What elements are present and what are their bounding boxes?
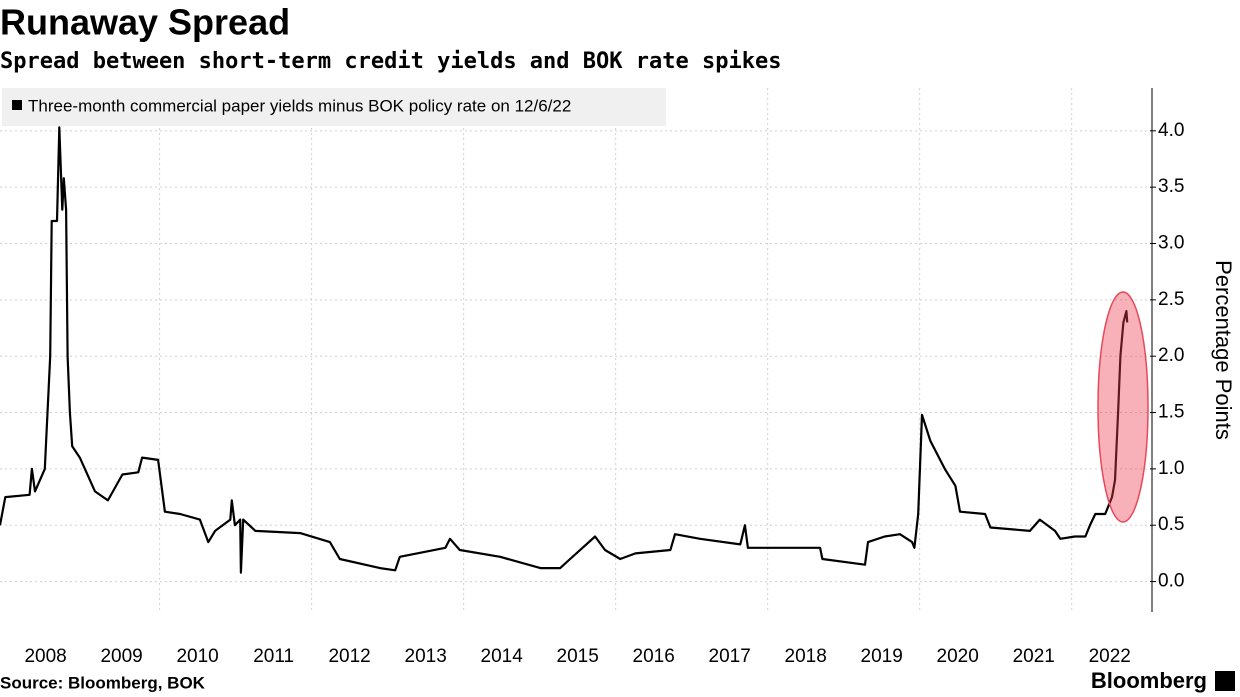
- y-tick-label: 2.0: [1158, 345, 1184, 366]
- x-tick-label: 2009: [100, 646, 142, 667]
- brand-icon: [1215, 671, 1235, 691]
- x-tick-label: 2021: [1013, 646, 1055, 667]
- y-tick-label: 3.5: [1158, 176, 1184, 197]
- x-tick-label: 2018: [785, 646, 827, 667]
- brand: Bloomberg: [1091, 668, 1207, 693]
- y-tick-label: 2.5: [1158, 289, 1184, 310]
- source: Source: Bloomberg, BOK: [0, 673, 206, 692]
- x-tick-label: 2015: [557, 646, 599, 667]
- x-tick-label: 2014: [481, 646, 524, 667]
- x-tick-label: 2012: [328, 646, 370, 667]
- legend-label: Three-month commercial paper yields minu…: [28, 96, 571, 115]
- x-tick-label: 2017: [709, 646, 751, 667]
- data-line: [0, 126, 1129, 574]
- x-tick-label: 2008: [24, 646, 66, 667]
- y-tick-label: 3.0: [1158, 233, 1184, 254]
- x-tick-label: 2022: [1089, 646, 1131, 667]
- highlight-ellipse: [1097, 291, 1149, 523]
- x-tick-label: 2019: [861, 646, 903, 667]
- x-tick-label: 2020: [937, 646, 979, 667]
- y-tick-label: 0.0: [1158, 571, 1184, 592]
- x-tick-label: 2011: [253, 646, 294, 667]
- y-tick-label: 1.5: [1158, 402, 1184, 423]
- y-axis-label: Percentage Points: [1211, 260, 1236, 440]
- legend-box: [2, 88, 666, 126]
- legend-swatch: [12, 100, 22, 110]
- x-tick-label: 2013: [405, 646, 447, 667]
- y-tick-label: 4.0: [1158, 120, 1184, 141]
- y-tick-label: 1.0: [1158, 458, 1184, 479]
- chart-title: Runaway Spread: [0, 2, 290, 43]
- x-tick-label: 2010: [176, 646, 218, 667]
- chart-subtitle: Spread between short-term credit yields …: [0, 49, 781, 74]
- y-tick-label: 0.5: [1158, 514, 1184, 535]
- x-tick-label: 2016: [633, 646, 675, 667]
- plot-area: 0.0 0.5 1.0 1.5 2.0 2.5 3.0 3.5 4.0 2008 2009 2010 2…: [0, 88, 1184, 667]
